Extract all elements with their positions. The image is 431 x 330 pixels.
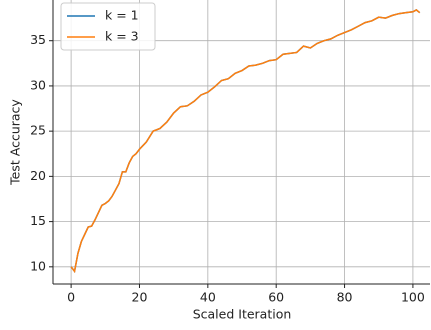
- legend-label: k = 3: [105, 29, 139, 44]
- y-tick-label: 30: [30, 77, 46, 92]
- x-tick-label: 100: [401, 290, 425, 305]
- x-tick-label: 0: [67, 290, 75, 305]
- legend-label: k = 1: [105, 8, 139, 23]
- x-tick-label: 60: [268, 290, 284, 305]
- series-line: [70, 9, 421, 274]
- legend-box: [60, 2, 156, 51]
- y-axis-label: Test Accuracy: [8, 99, 23, 186]
- y-tick-label: 20: [30, 168, 46, 183]
- x-axis-label: Scaled Iteration: [193, 307, 292, 322]
- y-tick-label: 35: [30, 32, 46, 47]
- x-tick-label: 20: [132, 290, 148, 305]
- y-tick-label: 15: [30, 213, 46, 228]
- y-tick-label: 25: [30, 123, 46, 138]
- x-tick-label: 80: [337, 290, 353, 305]
- x-tick-label: 40: [200, 290, 216, 305]
- y-tick-label: 10: [30, 258, 46, 273]
